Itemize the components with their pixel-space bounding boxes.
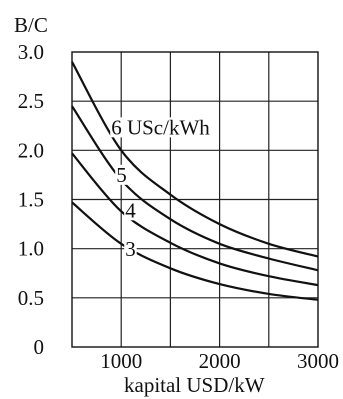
x-tick-label: 2000 [199,349,241,373]
series-label-background [124,200,138,221]
y-tick-label: 0.5 [18,286,44,310]
series-label-4: 3 [125,237,136,261]
x-axis-label: kapital USD/kW [124,373,265,397]
y-axis-label: B/C [14,13,48,37]
y-tick-label: 3.0 [18,40,44,64]
plot-frame [71,51,319,348]
series-line-4 [71,201,319,301]
x-tick-label: 1000 [100,349,142,373]
series-label-background [124,238,137,259]
y-tick-label: 0 [34,335,45,359]
series-label-2: 5 [116,163,127,187]
series-line-2 [71,105,319,272]
series-line-1 [71,61,319,258]
series-label-background [110,117,212,138]
y-tick-label: 2.0 [18,138,44,162]
series-label-background [115,164,128,185]
tick-labels: 0 0.5 1.0 1.5 2.0 2.5 3.0 1000 2000 3000 [18,40,339,373]
x-tick-label: 3000 [297,349,339,373]
y-tick-label: 1.0 [18,237,44,261]
series-label-1: 6 USc/kWh [111,115,210,139]
series-label-3: 4 [125,198,136,222]
grid [71,51,319,348]
y-tick-label: 2.5 [18,89,44,113]
curve-labels: 6 USc/kWh 5 4 3 [110,115,212,261]
series-line-3 [71,152,319,287]
y-tick-label: 1.5 [18,188,44,212]
curves [71,61,319,301]
